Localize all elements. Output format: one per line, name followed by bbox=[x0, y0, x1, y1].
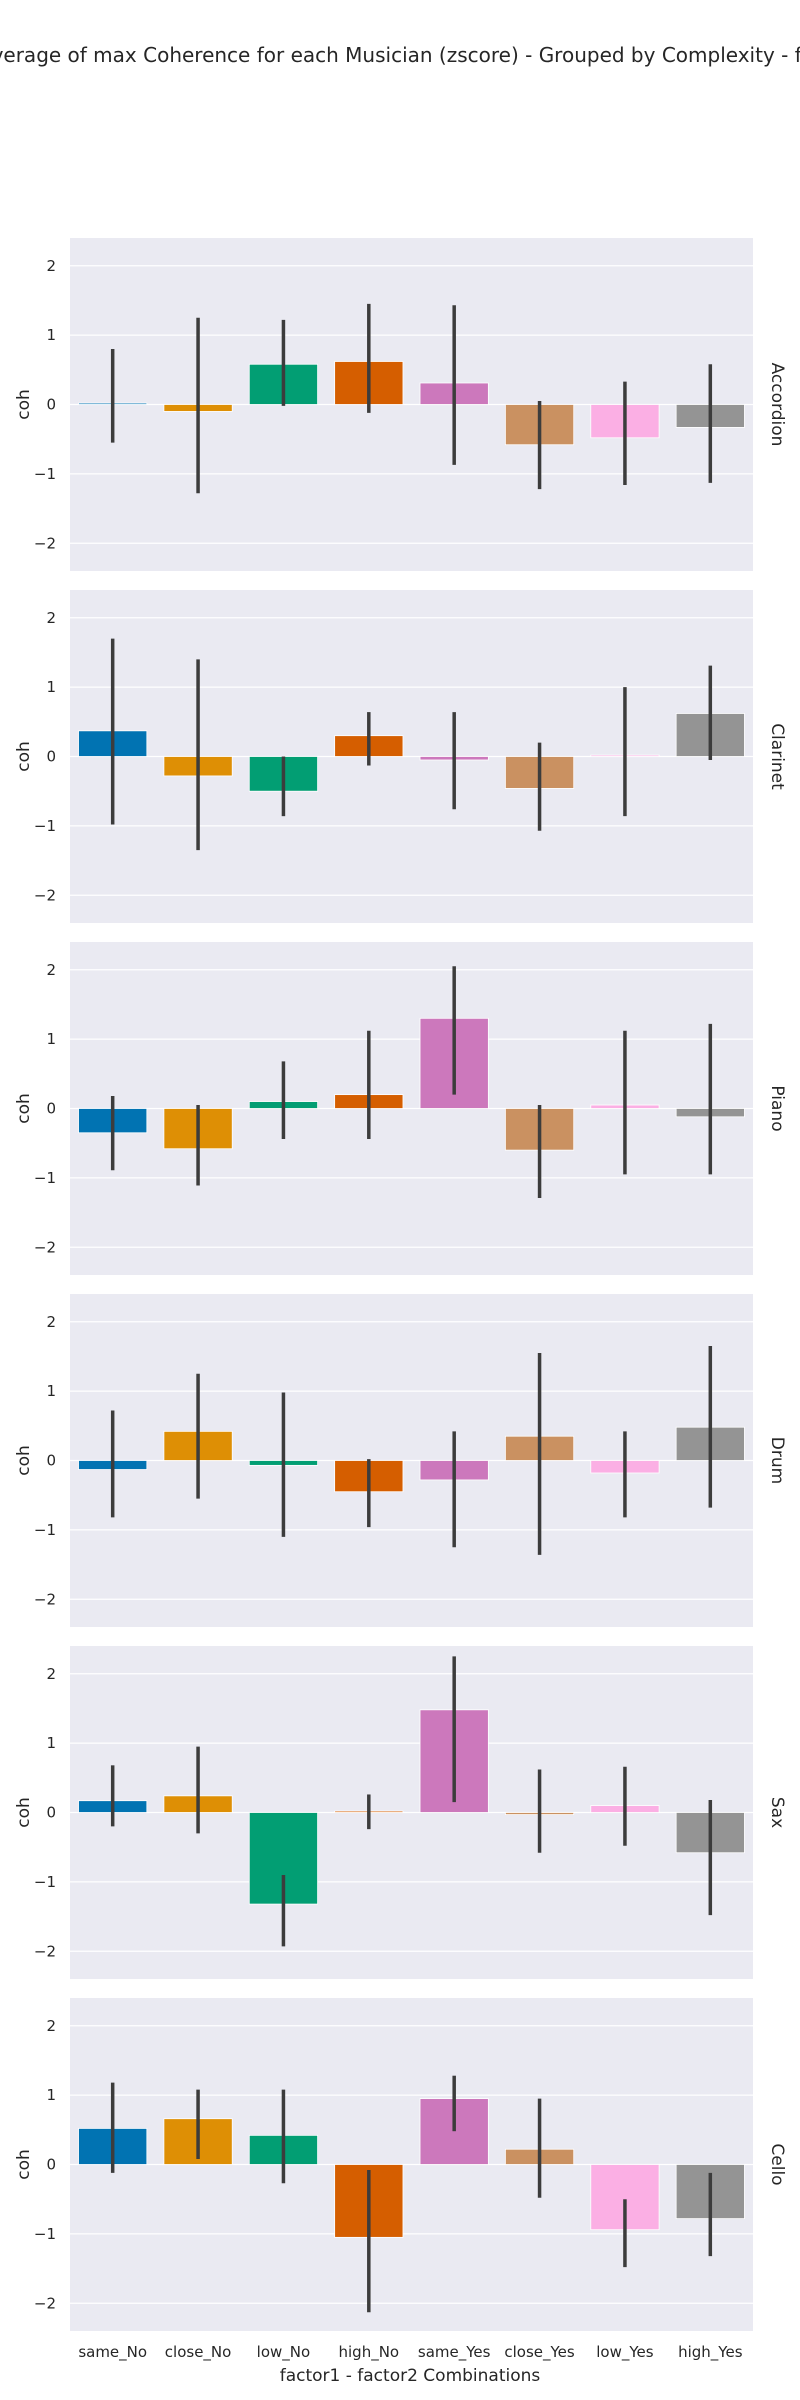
y-tick-label: 2 bbox=[46, 1665, 56, 1683]
y-tick-label: −2 bbox=[34, 1942, 56, 1960]
y-tick-label: −1 bbox=[34, 2225, 56, 2243]
y-axis-label: coh bbox=[14, 1445, 34, 1476]
facet-row-label: Accordion bbox=[767, 363, 787, 447]
y-tick-label: −2 bbox=[34, 886, 56, 904]
x-tick-label: same_Yes bbox=[418, 2343, 491, 2362]
y-tick-label: −1 bbox=[34, 1521, 56, 1539]
y-tick-label: −2 bbox=[34, 534, 56, 552]
x-tick-label: close_Yes bbox=[504, 2343, 575, 2362]
y-tick-label: 2 bbox=[46, 1313, 56, 1331]
facet-panel: −2 −1 0 1 2 coh Sax bbox=[14, 1646, 787, 1979]
y-tick-label: 2 bbox=[46, 609, 56, 627]
facet-row-label: Sax bbox=[767, 1797, 787, 1828]
y-tick-label: −1 bbox=[34, 1169, 56, 1187]
facet-row-label: Clarinet bbox=[767, 723, 787, 790]
facet-panel: −2 −1 0 1 2 coh Accordion bbox=[14, 238, 787, 571]
y-tick-label: 1 bbox=[46, 1030, 56, 1048]
y-axis-label: coh bbox=[14, 389, 34, 420]
facet-row-label: Drum bbox=[767, 1437, 787, 1484]
y-axis-label: coh bbox=[14, 1093, 34, 1124]
x-tick-label: same_No bbox=[78, 2343, 147, 2362]
facet-panel: −2 −1 0 1 2 coh Piano bbox=[14, 942, 787, 1275]
facet-panel: −2 −1 0 1 2 coh Cello bbox=[14, 1998, 787, 2331]
y-tick-label: −1 bbox=[34, 465, 56, 483]
y-tick-label: −2 bbox=[34, 1238, 56, 1256]
facet-panel: −2 −1 0 1 2 coh Clarinet bbox=[14, 590, 787, 923]
x-tick-label: high_No bbox=[339, 2343, 400, 2362]
y-tick-label: 1 bbox=[46, 326, 56, 344]
y-axis-label: coh bbox=[14, 2149, 34, 2180]
y-tick-label: 0 bbox=[46, 2156, 56, 2174]
y-tick-label: 1 bbox=[46, 678, 56, 696]
y-tick-label: 1 bbox=[46, 2086, 56, 2104]
y-tick-label: −1 bbox=[34, 817, 56, 835]
y-tick-label: 0 bbox=[46, 1804, 56, 1822]
y-tick-label: 0 bbox=[46, 1452, 56, 1470]
x-tick-label: high_Yes bbox=[678, 2343, 743, 2362]
y-tick-label: −2 bbox=[34, 1590, 56, 1608]
y-axis-label: coh bbox=[14, 741, 34, 772]
y-tick-label: 1 bbox=[46, 1734, 56, 1752]
y-tick-label: 2 bbox=[46, 961, 56, 979]
facet-panel: −2 −1 0 1 2 coh Drum bbox=[14, 1294, 787, 1627]
y-tick-label: 2 bbox=[46, 257, 56, 275]
facet-row-label: Piano bbox=[767, 1085, 787, 1131]
y-axis-label: coh bbox=[14, 1797, 34, 1828]
y-tick-label: 1 bbox=[46, 1382, 56, 1400]
y-tick-label: 0 bbox=[46, 396, 56, 414]
facet-row-label: Cello bbox=[767, 2143, 787, 2185]
x-tick-label: close_No bbox=[165, 2343, 232, 2362]
y-tick-label: −1 bbox=[34, 1873, 56, 1891]
y-tick-label: −2 bbox=[34, 2294, 56, 2312]
y-tick-label: 0 bbox=[46, 1100, 56, 1118]
x-tick-label: low_No bbox=[257, 2343, 311, 2362]
y-tick-label: 0 bbox=[46, 748, 56, 766]
y-tick-label: 2 bbox=[46, 2017, 56, 2035]
x-tick-label: low_Yes bbox=[596, 2343, 654, 2362]
x-axis-label: factor1 - factor2 Combinations bbox=[280, 2366, 541, 2386]
chart-title: o - Average of max Coherence for each Mu… bbox=[0, 43, 800, 67]
